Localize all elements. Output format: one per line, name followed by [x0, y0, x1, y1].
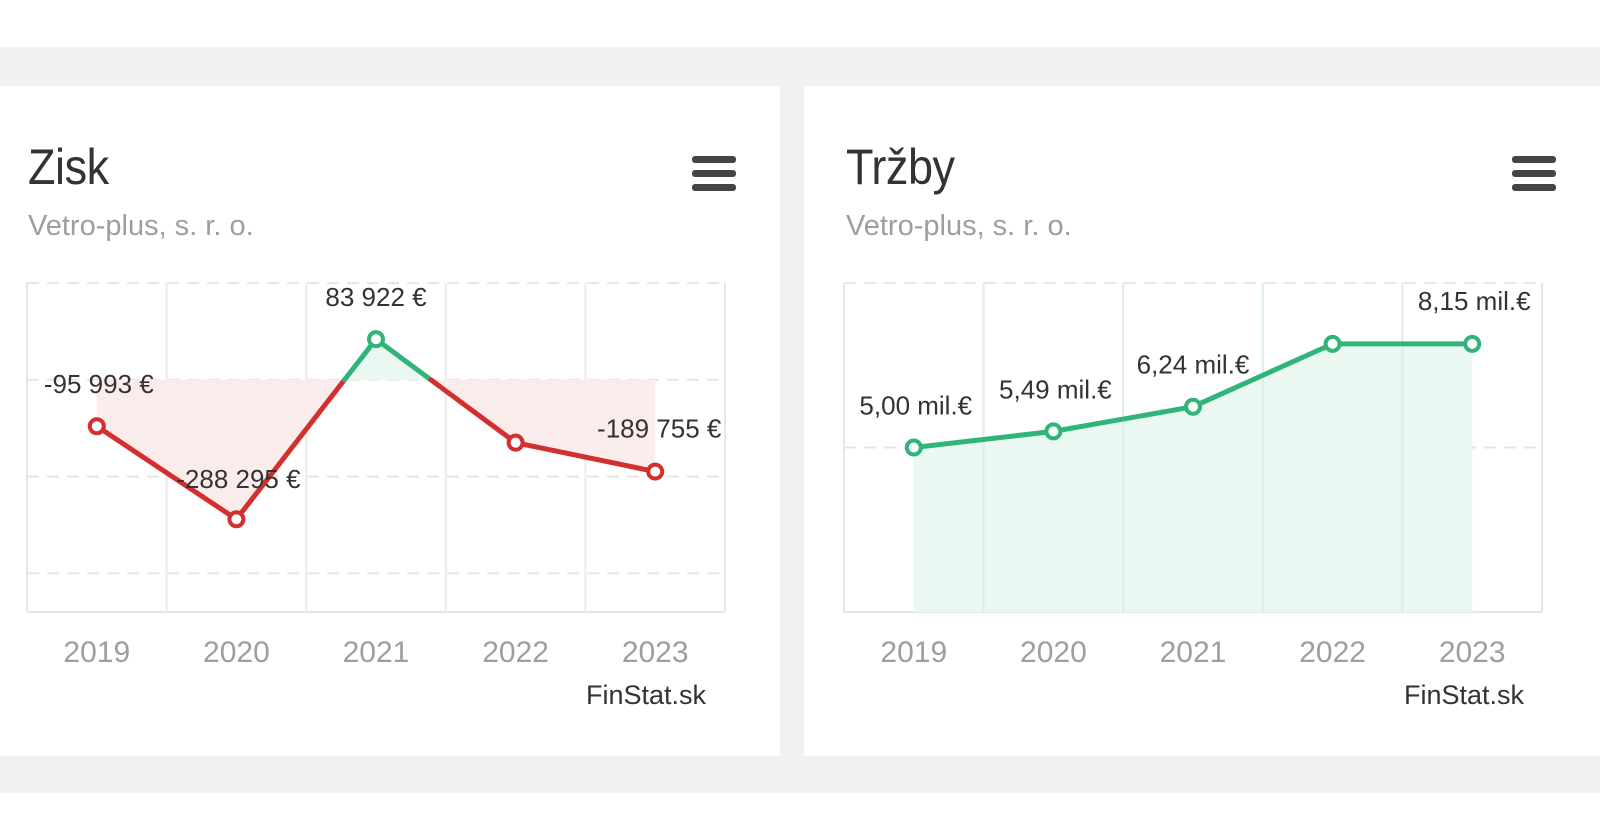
- profit-line-chart: -95 993 € -288 295 € 83 922 € -189 755 € 201…: [26, 282, 726, 669]
- hamburger-menu-icon[interactable]: [1512, 156, 1556, 192]
- data-label: 5,00 mil.€: [859, 391, 972, 421]
- x-axis-tick-label: 2022: [482, 636, 549, 669]
- series-line-segment: [94, 423, 239, 522]
- x-axis-tick-label: 2023: [1439, 636, 1506, 669]
- chart-subtitle: Vetro-plus, s. r. o.: [28, 210, 254, 242]
- data-point: [1044, 422, 1063, 441]
- area-fill: [913, 343, 1473, 612]
- area-fill: [344, 339, 376, 380]
- area-fill: [96, 379, 237, 520]
- area-fill: [376, 339, 431, 380]
- x-axis-tick-label: 2019: [880, 636, 947, 669]
- data-point: [87, 417, 106, 436]
- series-line-segment: [428, 377, 519, 446]
- menu-bar: [1512, 156, 1556, 163]
- x-axis-tick-label: 2020: [1020, 636, 1087, 669]
- revenue-chart-card: Tržby Vetro-plus, s. r. o. 5,00 mil.€ 5,4…: [804, 86, 1600, 756]
- chart-title: Tržby: [846, 139, 955, 195]
- data-point: [1323, 334, 1342, 353]
- data-label: -95 993 €: [44, 369, 154, 399]
- x-axis-tick-label: 2021: [343, 636, 410, 669]
- x-axis-tick-label: 2020: [203, 636, 270, 669]
- revenue-area-chart: 5,00 mil.€ 5,49 mil.€ 6,24 mil.€ 8,15 mil.€…: [843, 282, 1543, 669]
- series-line-segment: [373, 336, 434, 383]
- x-axis-tick-label: 2023: [622, 636, 689, 669]
- x-axis-tick-label: 2019: [63, 636, 130, 669]
- data-label: -189 755 €: [597, 414, 722, 444]
- profit-chart-card: Zisk Vetro-plus, s. r. o. -95 993 € -288 …: [0, 86, 780, 756]
- menu-bar: [1512, 170, 1556, 177]
- data-label: 8,15 mil.€: [1418, 286, 1531, 316]
- data-label: -288 295 €: [176, 464, 301, 494]
- menu-bar: [692, 184, 736, 191]
- series-line-segment: [233, 377, 348, 522]
- chart-credit-link[interactable]: FinStat.sk: [586, 680, 707, 710]
- menu-bar: [1512, 184, 1556, 191]
- hamburger-menu-icon[interactable]: [692, 156, 736, 192]
- data-point: [646, 462, 665, 481]
- series-line-segment: [513, 440, 658, 475]
- x-axis-tick-label: 2022: [1299, 636, 1366, 669]
- data-label: 83 922 €: [325, 282, 427, 312]
- x-axis-tick-label: 2021: [1160, 636, 1227, 669]
- data-point: [1184, 397, 1202, 416]
- chart-credit-link[interactable]: FinStat.sk: [1404, 680, 1525, 710]
- menu-bar: [692, 156, 736, 163]
- data-point: [1463, 334, 1482, 353]
- data-point: [904, 438, 923, 457]
- menu-bar: [692, 170, 736, 177]
- data-label: 5,49 mil.€: [999, 374, 1112, 404]
- chart-subtitle: Vetro-plus, s. r. o.: [846, 210, 1072, 242]
- data-point: [506, 433, 525, 452]
- data-point: [227, 510, 246, 529]
- data-label: 6,24 mil.€: [1137, 350, 1250, 380]
- chart-title: Zisk: [28, 139, 109, 195]
- data-point: [367, 330, 385, 349]
